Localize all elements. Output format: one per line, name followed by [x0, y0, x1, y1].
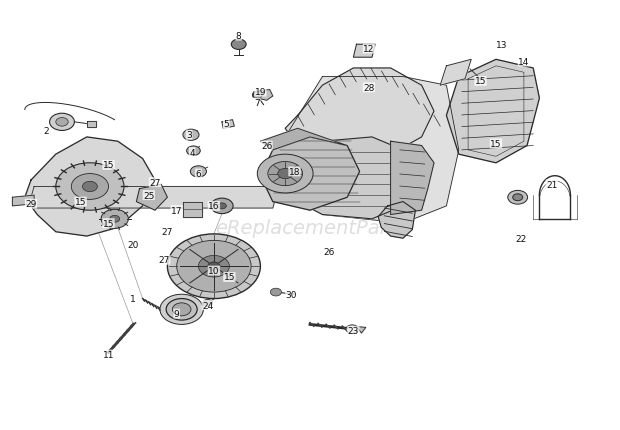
- Circle shape: [211, 199, 233, 214]
- Text: 5: 5: [223, 120, 229, 129]
- Circle shape: [166, 299, 197, 320]
- Polygon shape: [279, 138, 415, 219]
- Text: 30: 30: [286, 290, 297, 299]
- Circle shape: [508, 191, 528, 205]
- Circle shape: [50, 114, 74, 131]
- Circle shape: [56, 163, 124, 211]
- Polygon shape: [446, 60, 539, 163]
- Circle shape: [252, 92, 262, 99]
- Text: 8: 8: [236, 32, 242, 41]
- Text: 2: 2: [43, 127, 50, 135]
- Text: 15: 15: [103, 219, 114, 228]
- Circle shape: [187, 147, 200, 156]
- Text: 1: 1: [130, 295, 136, 303]
- Polygon shape: [378, 202, 415, 239]
- Text: 14: 14: [518, 58, 529, 67]
- Polygon shape: [253, 90, 273, 101]
- Polygon shape: [260, 138, 360, 211]
- Polygon shape: [260, 129, 347, 150]
- Circle shape: [346, 325, 358, 334]
- Text: 25: 25: [143, 191, 154, 200]
- Text: 10: 10: [208, 267, 219, 275]
- Polygon shape: [183, 202, 202, 217]
- Circle shape: [268, 162, 303, 186]
- Polygon shape: [356, 327, 366, 333]
- Text: 7: 7: [254, 99, 260, 108]
- Text: 9: 9: [174, 310, 180, 318]
- Polygon shape: [222, 120, 234, 129]
- Circle shape: [183, 130, 199, 141]
- Text: 28: 28: [363, 84, 374, 92]
- Circle shape: [71, 174, 108, 200]
- Circle shape: [513, 194, 523, 201]
- Circle shape: [231, 40, 246, 50]
- Text: 27: 27: [162, 228, 173, 236]
- Text: 23: 23: [348, 327, 359, 335]
- Text: 20: 20: [128, 241, 139, 249]
- Text: 26: 26: [323, 247, 334, 256]
- Circle shape: [110, 216, 120, 223]
- Text: 27: 27: [149, 178, 161, 187]
- Text: eReplacementParts: eReplacementParts: [215, 218, 405, 237]
- Polygon shape: [136, 185, 167, 211]
- Text: 19: 19: [255, 88, 266, 97]
- Circle shape: [56, 118, 68, 127]
- Polygon shape: [87, 121, 96, 128]
- Text: 12: 12: [363, 45, 374, 54]
- Text: 26: 26: [261, 142, 272, 150]
- Text: 3: 3: [186, 131, 192, 140]
- Circle shape: [208, 262, 220, 271]
- Circle shape: [82, 182, 97, 192]
- Polygon shape: [285, 69, 434, 163]
- Circle shape: [270, 289, 281, 296]
- Circle shape: [198, 256, 229, 277]
- Circle shape: [172, 303, 191, 316]
- Text: 18: 18: [289, 168, 300, 176]
- Text: 17: 17: [171, 206, 182, 215]
- Circle shape: [278, 169, 293, 179]
- Text: 24: 24: [202, 301, 213, 310]
- Circle shape: [167, 234, 260, 299]
- Circle shape: [101, 210, 128, 229]
- Text: 15: 15: [490, 140, 502, 148]
- Text: 16: 16: [208, 202, 219, 211]
- Circle shape: [190, 166, 206, 178]
- Text: 4: 4: [189, 148, 195, 157]
- Text: 22: 22: [515, 234, 526, 243]
- Polygon shape: [440, 60, 471, 86]
- Text: 15: 15: [75, 198, 86, 206]
- Polygon shape: [25, 138, 155, 236]
- Text: 29: 29: [25, 200, 37, 209]
- Text: 15: 15: [224, 273, 235, 282]
- Polygon shape: [391, 142, 434, 215]
- Polygon shape: [12, 196, 34, 206]
- Text: 21: 21: [546, 181, 557, 189]
- Circle shape: [257, 155, 313, 194]
- Polygon shape: [353, 45, 375, 58]
- Circle shape: [203, 300, 213, 307]
- Circle shape: [160, 295, 203, 325]
- Text: 15: 15: [475, 77, 486, 86]
- Text: 15: 15: [103, 161, 114, 170]
- Text: 13: 13: [497, 41, 508, 49]
- Text: 11: 11: [103, 350, 114, 359]
- Polygon shape: [285, 77, 459, 224]
- Text: 6: 6: [195, 170, 202, 178]
- Text: 27: 27: [159, 256, 170, 264]
- Circle shape: [218, 203, 226, 209]
- Polygon shape: [31, 187, 276, 209]
- Circle shape: [177, 241, 251, 292]
